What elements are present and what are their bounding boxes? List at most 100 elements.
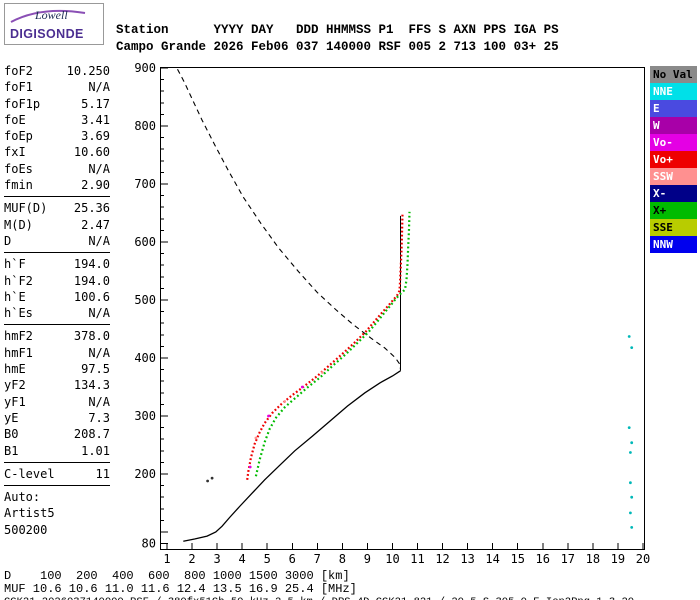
param-row-fof1p: foF1p 5.17 (4, 96, 110, 112)
param-row-foes: foEs N/A (4, 161, 110, 177)
param-value: 7.3 (88, 410, 110, 425)
echo-dot (248, 465, 252, 469)
y-tick-label: 600 (134, 235, 156, 249)
param-label: hmF2 (4, 329, 33, 344)
param-value: N/A (88, 233, 110, 248)
legend-item-sse: SSE (650, 219, 697, 236)
lowell-logo: Lowell DIGISONDE (4, 3, 104, 45)
param-row-artist5: Artist5 (4, 505, 110, 521)
param-row-hmf2: hmF2 378.0 (4, 328, 110, 344)
param-row-fof1: foF1 N/A (4, 79, 110, 95)
x-tick-label: 12 (435, 552, 449, 566)
param-value: 5.17 (81, 96, 110, 111)
param-row-ye: yE 7.3 (4, 410, 110, 426)
param-value: N/A (88, 161, 110, 176)
param-row-hf: h`F 194.0 (4, 256, 110, 272)
x-tick-label: 2 (188, 552, 195, 566)
param-row-hmf1: hmF1 N/A (4, 345, 110, 361)
param-label: Auto: (4, 490, 41, 505)
topside-profile-dashed (177, 68, 402, 370)
param-label: hmF1 (4, 345, 33, 360)
y-tick-label: 80 (142, 537, 156, 551)
param-row-auto: Auto: (4, 489, 110, 505)
param-value: 1.01 (81, 443, 110, 458)
legend-item-ssw: SSW (650, 168, 697, 185)
param-value: 10.250 (66, 64, 110, 78)
param-row-fmin: fmin 2.90 (4, 177, 110, 193)
param-row-hf2: h`F2 194.0 (4, 273, 110, 289)
param-label: MUF(D) (4, 201, 48, 216)
echo-dot (283, 400, 287, 403)
header-values: Campo Grande 2026 Feb06 037 140000 RSF 0… (116, 40, 559, 54)
param-value: N/A (88, 80, 110, 95)
param-row-clevel: C-level 11 (4, 466, 110, 482)
logo-lowell-text: Lowell (35, 8, 68, 22)
y-tick-label: 800 (134, 119, 156, 133)
echo-dot (629, 451, 632, 454)
x-tick-label: 1 (163, 552, 170, 566)
param-row-he: h`E 100.6 (4, 289, 110, 305)
param-row-fof2: foF2 10.250 (4, 63, 110, 79)
param-value: N/A (88, 394, 110, 409)
param-label: yE (4, 410, 19, 425)
echo-dot (629, 481, 632, 485)
param-row-mufd: MUF(D) 25.36 (4, 200, 110, 216)
param-value: 2.90 (81, 178, 110, 193)
echo-dot (629, 511, 632, 515)
o-mode-trace (246, 214, 404, 480)
x-tick-label: 11 (410, 552, 424, 566)
param-value: 3.69 (81, 129, 110, 144)
muf-row: MUF 10.6 10.6 11.0 11.6 12.4 13.5 16.9 2… (4, 582, 357, 596)
param-label: foF1p (4, 96, 41, 111)
param-value: 97.5 (81, 362, 110, 377)
param-label: yF1 (4, 394, 26, 409)
param-value: 11 (95, 466, 110, 481)
param-value: N/A (88, 306, 110, 321)
param-value: 100.6 (73, 289, 110, 304)
logo-digisonde-text: DIGISONDE (10, 27, 84, 41)
echo-dot (320, 371, 324, 374)
x-tick-label: 15 (510, 552, 524, 566)
echo-dot (630, 526, 634, 529)
echo-dot (630, 441, 634, 445)
param-row-foep: foEp 3.69 (4, 128, 110, 144)
param-row-b1: B1 1.01 (4, 443, 110, 459)
y-tick-label: 300 (134, 409, 156, 423)
param-value: 378.0 (73, 329, 110, 344)
param-row-b0: B0 208.7 (4, 426, 110, 442)
legend-item-no-val: No Val (650, 66, 697, 83)
param-label: M(D) (4, 217, 33, 232)
y-tick-label: 700 (134, 177, 156, 191)
param-label: foE (4, 112, 26, 127)
x-tick-label: 20 (636, 552, 650, 566)
legend: No Val NNE E W Vo- Vo+ SSW X- X+ SSE NNW (650, 66, 697, 253)
x-tick-label: 6 (289, 552, 296, 566)
param-row-d: D N/A (4, 233, 110, 249)
echo-dot (300, 385, 304, 389)
param-label: foEs (4, 161, 33, 176)
legend-item-w: W (650, 117, 697, 134)
echo-dot (627, 426, 631, 429)
plot-frame (160, 67, 645, 550)
x-tick-label: 18 (586, 552, 600, 566)
param-value: 194.0 (73, 257, 110, 272)
param-value: 134.3 (73, 378, 110, 393)
param-label: h`Es (4, 306, 33, 321)
param-label: h`E (4, 289, 26, 304)
param-row-hme: hmE 97.5 (4, 361, 110, 377)
param-label: B1 (4, 443, 19, 458)
x-tick-label: 9 (364, 552, 371, 566)
legend-item-nne: NNE (650, 83, 697, 100)
param-row-fxi: fxI 10.60 (4, 144, 110, 160)
param-row-500200: 500200 (4, 522, 110, 538)
distance-row: D 100 200 400 600 800 1000 1500 3000 [km… (4, 569, 350, 583)
y-tick-label: 500 (134, 293, 156, 307)
x-tick-label: 4 (239, 552, 246, 566)
param-group-separator (4, 461, 110, 463)
param-label: C-level (4, 466, 55, 481)
y-tick-label: 200 (134, 467, 156, 481)
param-label: fxI (4, 145, 26, 160)
electron-density-profile (183, 370, 401, 542)
param-value: N/A (88, 345, 110, 360)
